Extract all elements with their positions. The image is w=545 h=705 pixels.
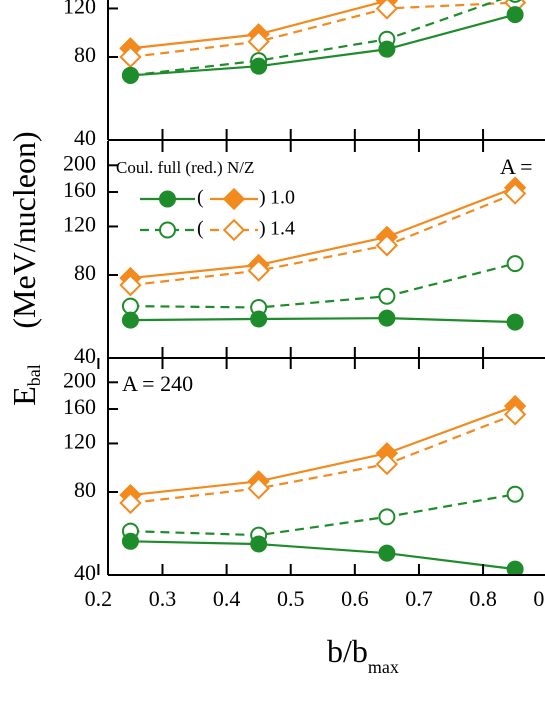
marker [378, 544, 396, 562]
legend-open: ( [197, 218, 204, 240]
annotation: A = 240 [122, 371, 193, 396]
y-tick-label: 160 [63, 177, 96, 202]
y-tick-label: 120 [63, 0, 96, 19]
panel [119, 394, 527, 575]
y-label-sub: bal [24, 364, 44, 386]
panel [119, 0, 527, 84]
marker [378, 287, 396, 305]
series-line [130, 0, 394, 50]
y-tick-label: 40 [74, 343, 96, 368]
series-line [130, 317, 516, 324]
marker [121, 311, 139, 329]
series-line [130, 413, 516, 505]
y-tick-label: 80 [74, 477, 96, 502]
y-tick-label: 200 [63, 150, 96, 175]
x-label-main: b/b [327, 633, 368, 669]
x-axis-label: b/bmax [327, 633, 399, 677]
marker [121, 66, 139, 84]
marker [503, 182, 527, 205]
panel [119, 176, 527, 331]
legend-marker [222, 218, 246, 242]
series-line [130, 1, 516, 59]
x-tick-label: 0.2 [85, 586, 113, 611]
x-label-sub: max [368, 657, 399, 677]
y-tick-label: 40 [74, 125, 96, 150]
legend-title: Coul. full (red.) N/Z [116, 158, 254, 177]
legend-marker [159, 221, 176, 239]
marker [503, 403, 527, 426]
marker [250, 310, 268, 328]
marker [375, 452, 399, 476]
y-tick-label: 120 [63, 429, 96, 454]
marker [250, 535, 268, 553]
marker [247, 259, 270, 282]
y-tick-label: 120 [63, 212, 96, 237]
y-tick-label: 40 [74, 560, 96, 585]
marker [508, 0, 522, 3]
x-tick-label: 0.6 [341, 586, 369, 611]
series-line [130, 405, 516, 497]
series-line [130, 186, 516, 280]
annotation: A = [500, 154, 533, 179]
x-tick-label: 0.3 [149, 586, 177, 611]
y-tick-label: 200 [63, 367, 96, 392]
marker [506, 560, 524, 575]
series-line [130, 493, 516, 537]
x-tick-label: 0.9 [533, 586, 545, 611]
x-tick-label: 0.8 [469, 586, 497, 611]
marker [250, 57, 268, 75]
marker [506, 255, 524, 273]
marker [506, 6, 524, 24]
marker [378, 508, 396, 526]
series-line [130, 13, 516, 77]
marker [121, 532, 139, 550]
marker [119, 273, 142, 297]
series-line [130, 262, 516, 309]
marker [378, 309, 396, 327]
marker [506, 485, 524, 503]
y-tick-label: 80 [74, 260, 96, 285]
legend-marker [159, 190, 176, 208]
marker [247, 30, 270, 53]
legend-open: ( [197, 187, 204, 209]
y-label-main: E [6, 386, 42, 406]
marker [375, 0, 399, 20]
series-line [130, 540, 516, 571]
marker [378, 40, 396, 58]
marker [375, 234, 399, 257]
legend-label: 1.0 [270, 187, 295, 209]
marker [506, 313, 524, 331]
x-tick-label: 0.7 [405, 586, 433, 611]
y-label-unit: (MeV/nucleon) [6, 131, 42, 328]
y-tick-label: 80 [74, 42, 96, 67]
legend-marker [222, 187, 246, 211]
legend-close: ) [259, 218, 266, 240]
y-tick-label: 160 [63, 394, 96, 419]
marker [119, 45, 142, 69]
y-axis-symbol: Ebal [6, 364, 44, 406]
y-axis-label: (MeV/nucleon) [6, 131, 42, 328]
x-tick-label: 0.4 [213, 586, 241, 611]
series-line [130, 192, 516, 287]
marker [119, 491, 142, 515]
legend-label: 1.4 [270, 218, 295, 240]
legend-close: ) [259, 187, 266, 209]
series-line [130, 0, 503, 77]
marker [247, 477, 270, 500]
x-tick-label: 0.5 [277, 586, 305, 611]
marker [121, 297, 139, 315]
